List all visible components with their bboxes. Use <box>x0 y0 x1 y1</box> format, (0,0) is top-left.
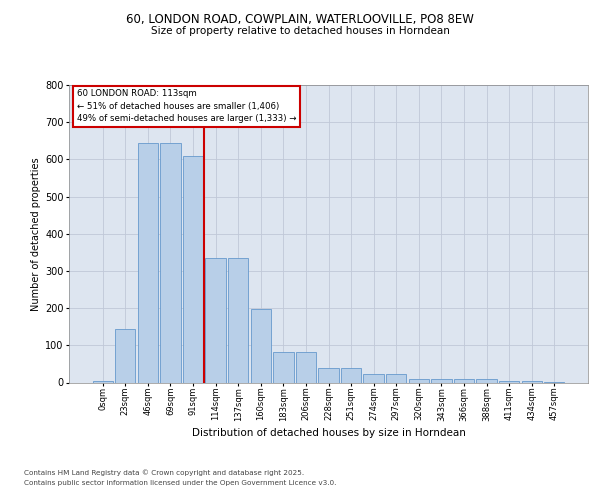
Bar <box>228 258 248 382</box>
Text: Distribution of detached houses by size in Horndean: Distribution of detached houses by size … <box>192 428 466 438</box>
Bar <box>521 380 542 382</box>
Bar <box>138 142 158 382</box>
Bar <box>476 379 497 382</box>
Bar <box>499 380 519 382</box>
Bar <box>183 156 203 382</box>
Bar <box>319 368 338 382</box>
Bar <box>431 379 452 382</box>
Text: Contains public sector information licensed under the Open Government Licence v3: Contains public sector information licen… <box>24 480 337 486</box>
Bar <box>115 328 136 382</box>
Bar <box>409 379 429 382</box>
Text: Size of property relative to detached houses in Horndean: Size of property relative to detached ho… <box>151 26 449 36</box>
Bar <box>251 309 271 382</box>
Text: Contains HM Land Registry data © Crown copyright and database right 2025.: Contains HM Land Registry data © Crown c… <box>24 470 304 476</box>
Text: 60 LONDON ROAD: 113sqm
← 51% of detached houses are smaller (1,406)
49% of semi-: 60 LONDON ROAD: 113sqm ← 51% of detached… <box>77 90 296 124</box>
Bar <box>92 380 113 382</box>
Bar <box>454 379 474 382</box>
Y-axis label: Number of detached properties: Number of detached properties <box>31 157 41 310</box>
Bar <box>273 352 293 382</box>
Bar <box>364 374 384 382</box>
Bar <box>160 142 181 382</box>
Bar <box>205 258 226 382</box>
Bar <box>296 352 316 382</box>
Bar <box>386 374 406 382</box>
Bar <box>341 368 361 382</box>
Text: 60, LONDON ROAD, COWPLAIN, WATERLOOVILLE, PO8 8EW: 60, LONDON ROAD, COWPLAIN, WATERLOOVILLE… <box>126 12 474 26</box>
